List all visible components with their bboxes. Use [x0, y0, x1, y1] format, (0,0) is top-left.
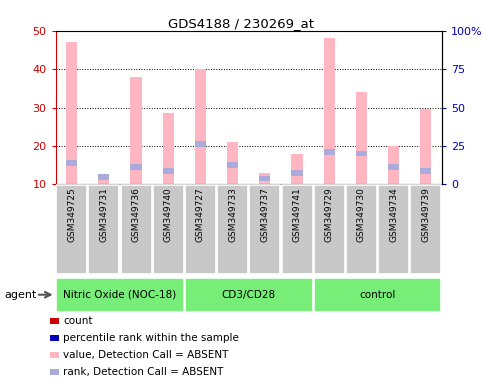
- FancyBboxPatch shape: [282, 185, 313, 274]
- Text: GSM349729: GSM349729: [325, 187, 334, 242]
- Text: Nitric Oxide (NOC-18): Nitric Oxide (NOC-18): [63, 290, 177, 300]
- Text: GSM349737: GSM349737: [260, 187, 270, 242]
- Text: GSM349727: GSM349727: [196, 187, 205, 242]
- Bar: [259, 176, 270, 182]
- Bar: [195, 141, 206, 147]
- Bar: [50, 318, 59, 324]
- Text: agent: agent: [5, 290, 37, 300]
- FancyBboxPatch shape: [88, 185, 119, 274]
- Bar: [195, 69, 206, 184]
- Text: count: count: [63, 316, 93, 326]
- Bar: [291, 170, 303, 176]
- Bar: [163, 168, 174, 174]
- Bar: [388, 146, 399, 184]
- Bar: [50, 335, 59, 341]
- Text: GSM349730: GSM349730: [357, 187, 366, 242]
- Bar: [50, 352, 59, 358]
- Bar: [291, 154, 303, 184]
- FancyBboxPatch shape: [185, 278, 313, 311]
- Text: GDS4188 / 230269_at: GDS4188 / 230269_at: [169, 17, 314, 30]
- Bar: [324, 149, 335, 155]
- Bar: [163, 113, 174, 184]
- Bar: [356, 151, 367, 157]
- Bar: [227, 162, 238, 168]
- FancyBboxPatch shape: [378, 185, 409, 274]
- Bar: [130, 77, 142, 184]
- FancyBboxPatch shape: [185, 185, 216, 274]
- FancyBboxPatch shape: [217, 185, 248, 274]
- Text: GSM349725: GSM349725: [67, 187, 76, 242]
- FancyBboxPatch shape: [314, 185, 345, 274]
- Bar: [356, 92, 367, 184]
- Text: GSM349740: GSM349740: [164, 187, 173, 242]
- Bar: [98, 175, 110, 184]
- Bar: [420, 109, 431, 184]
- Text: CD3/CD28: CD3/CD28: [222, 290, 276, 300]
- Bar: [66, 42, 77, 184]
- FancyBboxPatch shape: [56, 278, 184, 311]
- FancyBboxPatch shape: [56, 185, 87, 274]
- Text: GSM349741: GSM349741: [293, 187, 301, 242]
- Text: value, Detection Call = ABSENT: value, Detection Call = ABSENT: [63, 350, 228, 360]
- FancyBboxPatch shape: [121, 185, 152, 274]
- Text: GSM349739: GSM349739: [421, 187, 430, 242]
- Text: GSM349733: GSM349733: [228, 187, 237, 242]
- Text: percentile rank within the sample: percentile rank within the sample: [63, 333, 239, 343]
- Text: GSM349734: GSM349734: [389, 187, 398, 242]
- Text: control: control: [359, 290, 396, 300]
- Bar: [388, 164, 399, 170]
- Text: GSM349731: GSM349731: [99, 187, 108, 242]
- FancyBboxPatch shape: [411, 185, 441, 274]
- Text: GSM349736: GSM349736: [131, 187, 141, 242]
- Text: rank, Detection Call = ABSENT: rank, Detection Call = ABSENT: [63, 367, 224, 377]
- Bar: [324, 38, 335, 184]
- Bar: [66, 161, 77, 166]
- FancyBboxPatch shape: [153, 185, 184, 274]
- FancyBboxPatch shape: [314, 278, 441, 311]
- Bar: [98, 174, 110, 180]
- Bar: [420, 168, 431, 174]
- Bar: [130, 164, 142, 170]
- Bar: [227, 142, 238, 184]
- Bar: [259, 173, 270, 184]
- Bar: [50, 369, 59, 375]
- FancyBboxPatch shape: [249, 185, 280, 274]
- FancyBboxPatch shape: [346, 185, 377, 274]
